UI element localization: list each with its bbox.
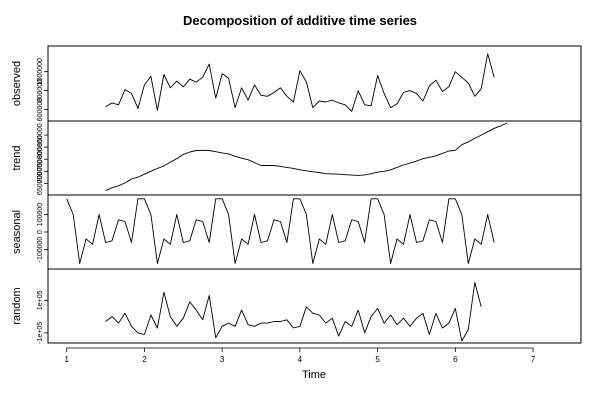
y-tick-label: 800000 (37, 79, 44, 102)
series-line-trend (105, 122, 508, 192)
y-tick-label: 850000 (37, 123, 44, 146)
panel-random: -1e+05 1e+05 random (11, 268, 582, 344)
y-tick-label: -1e+05 (37, 322, 44, 344)
y-tick-label: -100000 (37, 237, 44, 263)
series-line-seasonal (66, 198, 495, 264)
x-tick-label: 3 (220, 355, 225, 364)
panel-frame-trend (47, 120, 582, 196)
x-tick-label: 2 (142, 355, 147, 364)
y-tick-label: 650000 (37, 172, 44, 195)
panel-frame-observed (47, 45, 582, 122)
x-tick-label: 6 (453, 355, 458, 364)
series-line-observed (105, 53, 495, 112)
x-tick-label: 1 (64, 355, 69, 364)
panel-label-observed: observed (11, 61, 23, 106)
y-tick-label: 1e+05 (37, 290, 44, 310)
panel-label-random: random (11, 287, 23, 324)
x-tick-label: 4 (298, 355, 303, 364)
y-tick-label: 100000 (37, 203, 44, 226)
x-tick-label: 5 (375, 355, 380, 364)
y-tick-label: 0 (37, 230, 44, 234)
chart-title: Decomposition of additive time series (183, 13, 417, 28)
y-tick-label: 600000 (37, 98, 44, 121)
panel-frame-random (47, 268, 582, 344)
panels-group: 6000008000001000000observed6500007000007… (11, 45, 582, 344)
y-tick-label: 1000000 (37, 58, 44, 85)
panel-seasonal: -100000 0 100000 seasonal (11, 194, 582, 270)
y-tick-label: 750000 (37, 147, 44, 170)
panel-label-trend: trend (11, 145, 23, 170)
x-axis: 1 2 3 4 5 6 7 (64, 347, 536, 364)
panel-label-seasonal: seasonal (11, 210, 23, 254)
series-line-random (105, 281, 482, 342)
y-tick-label: 800000 (37, 135, 44, 158)
y-tick-label: 700000 (37, 159, 44, 182)
x-axis-label: Time (302, 369, 326, 381)
x-tick-label: 7 (531, 355, 536, 364)
